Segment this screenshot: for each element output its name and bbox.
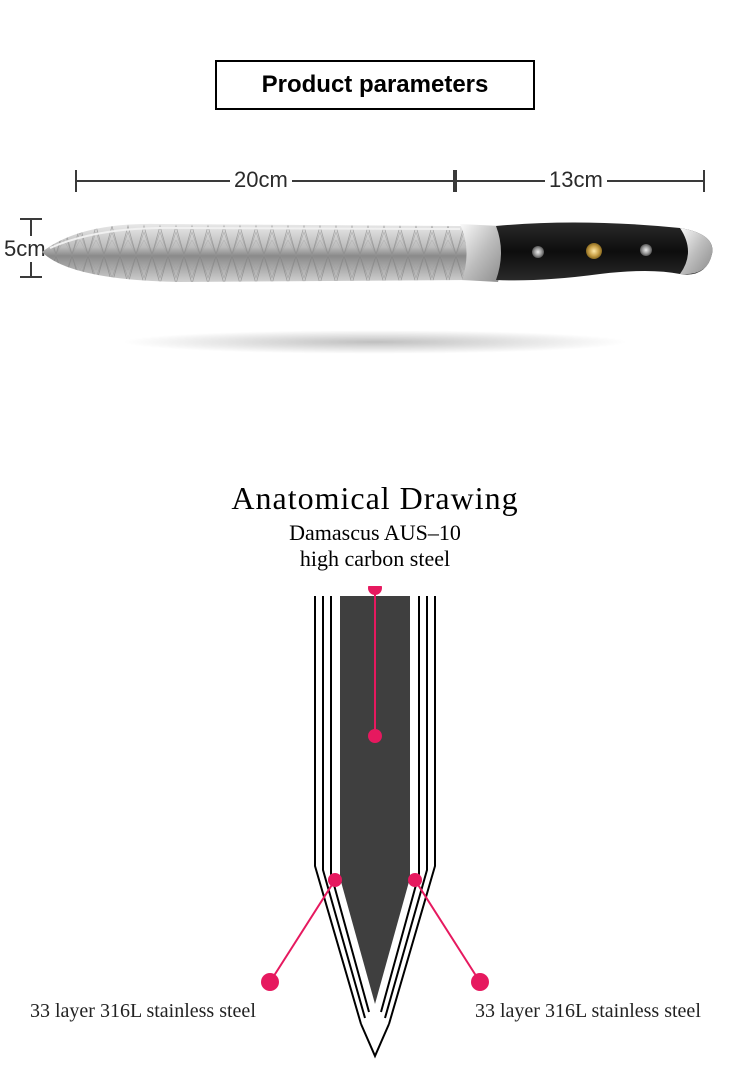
dimension-blade-length-label: 20cm [230, 167, 292, 193]
anatomical-subtitle-line1: Damascus AUS–10 [289, 520, 461, 545]
title-box: Product parameters [215, 60, 535, 110]
knife-shadow [120, 330, 630, 354]
anatomical-title: Anatomical Drawing [0, 480, 750, 517]
callout-right-label: 33 layer 316L stainless steel [475, 1000, 701, 1023]
callout-left-label: 33 layer 316L stainless steel [30, 1000, 256, 1023]
anatomical-subtitle-line2: high carbon steel [300, 546, 450, 571]
knife-image [40, 220, 720, 290]
dimension-handle-length-label: 13cm [545, 167, 607, 193]
anatomical-subtitle: Damascus AUS–10 high carbon steel [0, 520, 750, 572]
page: Product parameters 20cm 13cm 5cm [0, 0, 750, 1092]
cross-section-diagram [175, 586, 575, 1066]
